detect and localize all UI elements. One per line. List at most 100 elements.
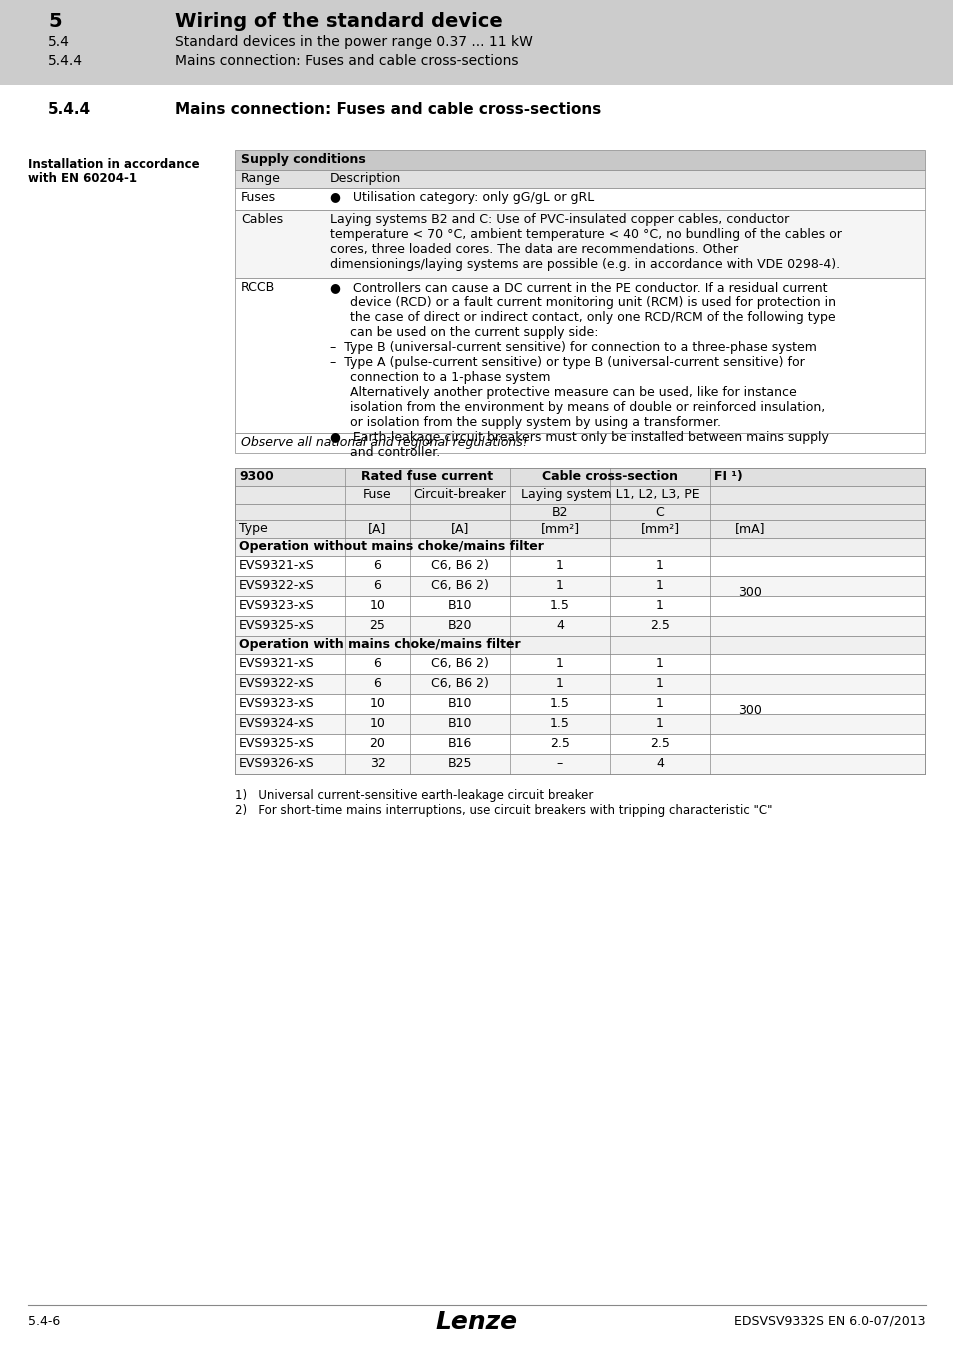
Text: C6, B6 2): C6, B6 2) (431, 676, 489, 690)
Text: 1.5: 1.5 (550, 717, 569, 730)
Text: Operation without mains choke/mains filter: Operation without mains choke/mains filt… (239, 540, 543, 553)
Text: C6, B6 2): C6, B6 2) (431, 657, 489, 670)
Bar (234, 653, 924, 674)
Text: Standard devices in the power range 0.37 ... 11 kW: Standard devices in the power range 0.37… (174, 35, 533, 49)
Text: Cable cross-section: Cable cross-section (541, 470, 678, 483)
Bar (234, 734, 924, 755)
Bar (234, 188, 924, 211)
Text: 5.4-6: 5.4-6 (28, 1315, 60, 1328)
Text: 1: 1 (556, 676, 563, 690)
Text: C6, B6 2): C6, B6 2) (431, 579, 489, 593)
Text: 5.4.4: 5.4.4 (48, 54, 83, 68)
Text: 2.5: 2.5 (550, 737, 569, 751)
Text: EVS9321-xS: EVS9321-xS (239, 559, 314, 572)
Text: RCCB: RCCB (241, 281, 275, 294)
Text: Installation in accordance: Installation in accordance (28, 158, 199, 171)
Bar (234, 595, 924, 616)
Text: 1: 1 (656, 579, 663, 593)
Text: 20: 20 (369, 737, 385, 751)
Text: 300: 300 (738, 703, 761, 717)
Text: Observe all national and regional regulations!: Observe all national and regional regula… (241, 436, 527, 450)
Text: 300: 300 (738, 586, 761, 598)
Text: B10: B10 (447, 599, 472, 612)
Bar (0, 0, 953, 85)
Text: 6: 6 (374, 559, 381, 572)
Bar (234, 674, 924, 694)
Text: 1)   Universal current-sensitive earth-leakage circuit breaker: 1) Universal current-sensitive earth-lea… (234, 788, 593, 802)
Text: 1: 1 (656, 599, 663, 612)
Text: EVS9322-xS: EVS9322-xS (239, 579, 314, 593)
Text: 1: 1 (656, 657, 663, 670)
Text: with EN 60204-1: with EN 60204-1 (28, 171, 137, 185)
Bar (234, 486, 924, 504)
Text: 9300: 9300 (239, 470, 274, 483)
Text: 1: 1 (656, 697, 663, 710)
Text: 10: 10 (369, 717, 385, 730)
Text: Laying system L1, L2, L3, PE: Laying system L1, L2, L3, PE (520, 487, 699, 501)
Text: Lenze: Lenze (436, 1310, 517, 1334)
Text: Mains connection: Fuses and cable cross-sections: Mains connection: Fuses and cable cross-… (174, 103, 600, 117)
Text: 5: 5 (48, 12, 62, 31)
Text: [mm²]: [mm²] (639, 522, 679, 535)
Text: 1: 1 (556, 657, 563, 670)
Text: EVS9322-xS: EVS9322-xS (239, 676, 314, 690)
Bar (234, 636, 924, 653)
Text: 1.5: 1.5 (550, 697, 569, 710)
Text: Wiring of the standard device: Wiring of the standard device (174, 12, 502, 31)
Text: 6: 6 (374, 676, 381, 690)
Text: Supply conditions: Supply conditions (241, 153, 365, 166)
Text: EDSVSV9332S EN 6.0-07/2013: EDSVSV9332S EN 6.0-07/2013 (734, 1315, 925, 1328)
Bar (234, 520, 924, 539)
Text: C6, B6 2): C6, B6 2) (431, 559, 489, 572)
Bar (234, 576, 924, 595)
Text: Range: Range (241, 171, 280, 185)
Bar (234, 278, 924, 433)
Text: Mains connection: Fuses and cable cross-sections: Mains connection: Fuses and cable cross-… (174, 54, 518, 68)
Bar (234, 504, 924, 520)
Text: FI ¹): FI ¹) (713, 470, 742, 483)
Text: –: – (557, 757, 562, 769)
Text: B25: B25 (447, 757, 472, 769)
Text: EVS9325-xS: EVS9325-xS (239, 737, 314, 751)
Text: 10: 10 (369, 697, 385, 710)
Text: EVS9324-xS: EVS9324-xS (239, 717, 314, 730)
Bar (234, 694, 924, 714)
Text: ●   Controllers can cause a DC current in the PE conductor. If a residual curren: ● Controllers can cause a DC current in … (330, 281, 835, 459)
Text: [A]: [A] (451, 522, 469, 535)
Text: 4: 4 (556, 620, 563, 632)
Text: Cables: Cables (241, 213, 283, 225)
Bar (234, 433, 924, 454)
Text: EVS9323-xS: EVS9323-xS (239, 599, 314, 612)
Text: Rated fuse current: Rated fuse current (361, 470, 493, 483)
Text: 1: 1 (556, 579, 563, 593)
Text: 1.5: 1.5 (550, 599, 569, 612)
Bar (234, 170, 924, 188)
Bar (234, 211, 924, 278)
Text: [mm²]: [mm²] (539, 522, 579, 535)
Text: 2.5: 2.5 (649, 620, 669, 632)
Text: EVS9323-xS: EVS9323-xS (239, 697, 314, 710)
Text: EVS9325-xS: EVS9325-xS (239, 620, 314, 632)
Text: Fuse: Fuse (363, 487, 392, 501)
Bar (234, 616, 924, 636)
Text: 4: 4 (656, 757, 663, 769)
Text: 2.5: 2.5 (649, 737, 669, 751)
Text: 1: 1 (556, 559, 563, 572)
Text: EVS9321-xS: EVS9321-xS (239, 657, 314, 670)
Text: 25: 25 (369, 620, 385, 632)
Text: 2)   For short-time mains interruptions, use circuit breakers with tripping char: 2) For short-time mains interruptions, u… (234, 805, 772, 817)
Text: 5.4: 5.4 (48, 35, 70, 49)
Text: 1: 1 (656, 676, 663, 690)
Bar (234, 468, 924, 486)
Text: Laying systems B2 and C: Use of PVC-insulated copper cables, conductor
temperatu: Laying systems B2 and C: Use of PVC-insu… (330, 213, 841, 271)
Text: Description: Description (330, 171, 401, 185)
Text: Operation with mains choke/mains filter: Operation with mains choke/mains filter (239, 639, 520, 651)
Text: 5.4.4: 5.4.4 (48, 103, 91, 117)
Text: B20: B20 (447, 620, 472, 632)
Text: B16: B16 (447, 737, 472, 751)
Text: 1: 1 (656, 717, 663, 730)
Bar (234, 714, 924, 734)
Bar (234, 556, 924, 576)
Text: Circuit-breaker: Circuit-breaker (414, 487, 506, 501)
Text: EVS9326-xS: EVS9326-xS (239, 757, 314, 769)
